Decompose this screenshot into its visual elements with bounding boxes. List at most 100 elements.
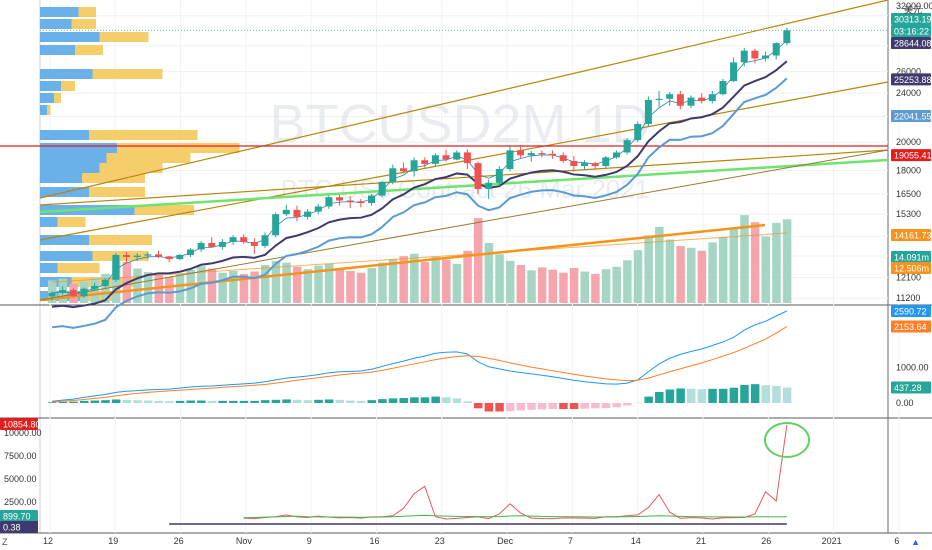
vp-bar-gold <box>89 130 198 140</box>
macd-histogram-bar <box>154 400 163 403</box>
price-tick-label: 18000 <box>896 166 921 176</box>
ma-slow-line <box>51 77 788 329</box>
vp-bar-gold <box>78 7 96 17</box>
vp-bar-blue <box>40 105 47 115</box>
lower-channel-line <box>39 149 889 206</box>
candle-body <box>655 98 663 100</box>
volume-bar <box>239 273 249 303</box>
osc-green-line <box>243 514 787 519</box>
price-tag: 22041.55 <box>894 112 932 122</box>
volume-bar <box>346 270 355 303</box>
candle-body <box>304 211 312 217</box>
volume-bar <box>271 260 281 303</box>
volume-bar <box>399 256 408 303</box>
volume-bar <box>591 273 600 303</box>
volume-bar <box>569 267 579 303</box>
macd-histogram-bar <box>750 384 760 403</box>
time-tick-label: 21 <box>696 536 706 546</box>
macd-tag-bg <box>891 320 931 333</box>
volume-bar <box>303 269 313 303</box>
candle-body <box>389 168 397 182</box>
candle-body <box>527 153 535 156</box>
macd-histogram-bar <box>718 388 728 403</box>
time-axis[interactable]: 121926Nov91623Dec71421262021611 <box>43 536 932 546</box>
candle-body <box>59 290 67 293</box>
price-tick-label: 11200 <box>896 293 920 303</box>
volume-bar <box>772 222 781 303</box>
vp-bar-blue <box>40 45 75 55</box>
vp-bar-blue <box>40 143 117 153</box>
macd-histogram-bar <box>527 403 536 410</box>
price-tag: 25253.88 <box>894 75 932 85</box>
price-tick-label: 12100 <box>896 272 921 282</box>
candle-body <box>208 242 216 247</box>
macd-histogram-bar <box>367 400 376 403</box>
macd-histogram-bar <box>292 399 302 403</box>
macd-histogram-bar <box>48 402 57 403</box>
candle-body <box>272 214 280 236</box>
osc-tag-bg <box>0 521 38 533</box>
price-tag-bg <box>891 262 931 274</box>
macd-histogram-bar <box>175 400 185 403</box>
macd-histogram-bar <box>559 403 568 410</box>
candle-body <box>336 197 344 201</box>
time-tick-label: 26 <box>174 536 184 546</box>
macd-histogram-bar <box>399 398 408 403</box>
osc-tick-label: 2500.00 <box>4 497 37 507</box>
macd-histogram-bar <box>122 399 132 403</box>
volume-bar <box>356 272 366 303</box>
volume-bar <box>782 219 792 303</box>
volume-bar <box>718 237 728 303</box>
vp-bar-gold <box>99 32 149 42</box>
price-tick-label: 26000 <box>896 67 921 77</box>
candle-body <box>485 182 493 190</box>
zoom-icon[interactable]: Z <box>2 537 8 547</box>
volume-bar <box>324 263 334 303</box>
macd-histogram-bar <box>378 399 387 403</box>
volume-bar <box>655 227 664 303</box>
green-trend-line <box>39 158 889 214</box>
candle-body <box>634 123 642 141</box>
candle-body <box>155 254 162 257</box>
time-tick-label: 2021 <box>822 536 842 546</box>
vp-bar-gold <box>92 251 149 261</box>
candle-body <box>591 163 599 167</box>
price-tick-label: 32000.00 <box>896 1 932 11</box>
candle-body <box>314 206 322 212</box>
volume-bar <box>537 267 547 303</box>
vp-bar-blue <box>40 32 100 42</box>
macd-macd-line <box>51 310 788 402</box>
macd-histogram-bar <box>346 400 355 403</box>
macd-tag: 2153.64 <box>894 322 927 332</box>
price-tag-bg <box>891 37 931 49</box>
candle-body <box>740 50 748 63</box>
volume-bar <box>335 267 345 303</box>
macd-histogram-bar <box>133 400 142 403</box>
candle-body <box>101 279 109 286</box>
macd-histogram-bar <box>314 399 323 403</box>
macd-histogram-bar <box>271 399 281 403</box>
orange-trend-line <box>39 223 766 302</box>
macd-histogram-bar <box>772 385 781 403</box>
volume-bar <box>750 222 760 303</box>
volume-bar <box>282 262 291 303</box>
volume-bar <box>388 259 398 303</box>
macd-histogram-bar <box>420 397 430 403</box>
macd-histogram-bar <box>58 401 68 403</box>
macd-histogram-bar <box>505 403 515 412</box>
marker-icon[interactable]: ▲ <box>911 537 920 547</box>
candle-body <box>719 81 727 95</box>
volume-bar <box>250 271 259 303</box>
macd-histogram-bar <box>218 400 227 403</box>
price-tag-bg <box>891 149 931 162</box>
macd-histogram-bar <box>143 400 153 403</box>
volume-bar <box>229 270 238 303</box>
candle-body <box>687 97 695 106</box>
candle-body <box>250 241 258 246</box>
candle-body <box>186 249 194 255</box>
macd-histogram-bar <box>676 388 685 403</box>
osc-tag: 899.70 <box>3 512 31 522</box>
osc-tag-bg <box>0 418 38 430</box>
volume-bar <box>505 260 515 303</box>
